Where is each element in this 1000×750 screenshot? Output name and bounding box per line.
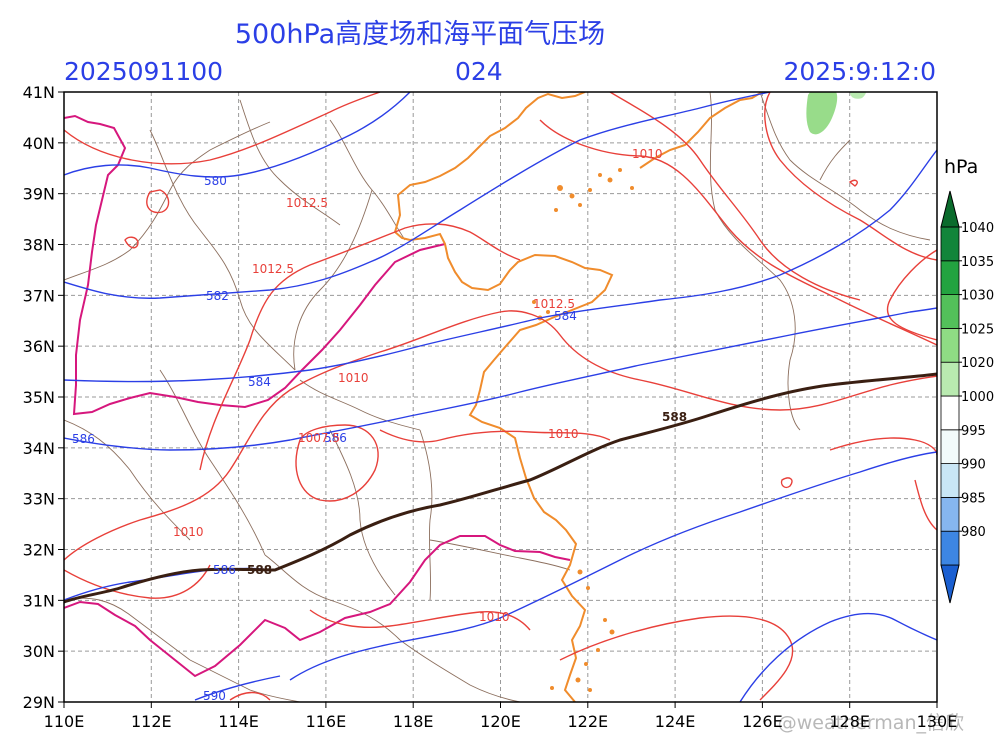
latitude-axis: 29N 30N 31N 32N 33N 34N 35N 36N 37N 38N 39N 40N 41N bbox=[23, 83, 64, 712]
label-1012-5b: 1012.5 bbox=[252, 262, 294, 276]
colorbar-box bbox=[940, 226, 960, 262]
province-boundaries bbox=[64, 92, 931, 702]
lat-label-33N: 33N bbox=[23, 490, 55, 509]
label-1012-5c: 1012.5 bbox=[533, 297, 575, 311]
label-580: 580 bbox=[204, 174, 227, 188]
colorbar-box bbox=[940, 395, 960, 431]
label-1010c: 1010 bbox=[173, 525, 204, 539]
lat-label-41N: 41N bbox=[23, 83, 55, 102]
lat-label-38N: 38N bbox=[23, 236, 55, 255]
lat-label-39N: 39N bbox=[23, 185, 55, 204]
colorbar-box bbox=[940, 361, 960, 397]
lat-label-29N: 29N bbox=[23, 693, 55, 712]
lon-label-118E: 118E bbox=[393, 712, 434, 731]
colorbar-label-1020: 1020 bbox=[961, 356, 994, 371]
lon-label-120E: 120E bbox=[480, 712, 521, 731]
valid-time: 2025:9:12:0 bbox=[783, 57, 936, 86]
colorbar-label-1040: 1040 bbox=[961, 221, 994, 236]
lon-label-116E: 116E bbox=[306, 712, 347, 731]
colorbar-triangle-low bbox=[940, 564, 960, 604]
colorbar-label-980: 980 bbox=[961, 525, 986, 540]
lat-label-34N: 34N bbox=[23, 439, 55, 458]
colorbar-box bbox=[940, 260, 960, 295]
shading-1020 bbox=[806, 92, 838, 135]
lon-label-112E: 112E bbox=[131, 712, 172, 731]
colorbar-label-995: 995 bbox=[961, 424, 986, 439]
lon-label-128E: 128E bbox=[829, 712, 870, 731]
label-1010d: 1010 bbox=[479, 610, 510, 624]
forecast-hour: 024 bbox=[455, 57, 503, 86]
lat-label-30N: 30N bbox=[23, 642, 55, 661]
lat-label-32N: 32N bbox=[23, 541, 55, 560]
label-1010e: 1010 bbox=[632, 147, 663, 161]
label-590: 590 bbox=[203, 689, 226, 703]
islands bbox=[532, 168, 634, 692]
region-boundary-south bbox=[64, 535, 571, 678]
colorbar-box bbox=[940, 294, 960, 329]
label-588a: 588 bbox=[247, 563, 272, 577]
lat-label-31N: 31N bbox=[23, 591, 55, 610]
coastline-korea bbox=[639, 92, 763, 169]
contour-labels: 580 582 584 584 586 586 586 588 588 590 … bbox=[72, 147, 687, 703]
height-contour-588 bbox=[64, 372, 937, 604]
label-1010b: 1010 bbox=[548, 427, 579, 441]
init-time: 2025091100 bbox=[64, 57, 224, 86]
lat-label-36N: 36N bbox=[23, 337, 55, 356]
label-1007-5: 1007.5 bbox=[298, 431, 340, 445]
map-title: 500hPa高度场和海平面气压场 bbox=[234, 19, 606, 50]
colorbar-label-1025: 1025 bbox=[961, 322, 994, 337]
coastline bbox=[394, 231, 614, 702]
lat-label-37N: 37N bbox=[23, 286, 55, 305]
label-586a: 586 bbox=[72, 432, 95, 446]
colorbar-box bbox=[940, 530, 960, 566]
colorbar-box bbox=[940, 327, 960, 363]
colorbar: 980 985 990 995 1000 1020 1025 1030 1035 1040 bbox=[940, 190, 994, 604]
lon-label-126E: 126E bbox=[742, 712, 783, 731]
height-contours bbox=[64, 92, 937, 702]
lon-label-110E: 110E bbox=[44, 712, 85, 731]
label-582: 582 bbox=[206, 289, 229, 303]
lon-label-114E: 114E bbox=[218, 712, 259, 731]
shading-1020-small bbox=[850, 92, 866, 99]
colorbar-label-1000: 1000 bbox=[961, 390, 994, 405]
label-1012-5a: 1012.5 bbox=[286, 196, 328, 210]
label-586c: 586 bbox=[213, 563, 236, 577]
coastline-bohai bbox=[394, 92, 586, 233]
colorbar-label-1030: 1030 bbox=[961, 289, 994, 304]
label-1010a: 1010 bbox=[338, 371, 369, 385]
colorbar-box bbox=[940, 429, 960, 464]
longitude-axis: 110E 112E 114E 116E 118E 120E 122E 124E 126E 128E… bbox=[44, 702, 958, 731]
colorbar-triangle-high bbox=[940, 190, 960, 228]
label-588b: 588 bbox=[662, 410, 687, 424]
colorbar-label-990: 990 bbox=[961, 458, 986, 473]
pressure-contours bbox=[64, 92, 937, 701]
label-584a: 584 bbox=[248, 375, 271, 389]
lon-label-130E: 130E bbox=[917, 712, 958, 731]
colorbar-unit: hPa bbox=[944, 156, 979, 178]
label-586b: 586 bbox=[324, 431, 347, 445]
lat-label-40N: 40N bbox=[23, 134, 55, 153]
lon-label-124E: 124E bbox=[655, 712, 696, 731]
lat-label-35N: 35N bbox=[23, 388, 55, 407]
label-584b: 584 bbox=[554, 309, 577, 323]
lon-label-122E: 122E bbox=[567, 712, 608, 731]
colorbar-label-1035: 1035 bbox=[961, 255, 994, 270]
watermark: @weatherman_信欣 bbox=[777, 712, 964, 734]
region-boundary bbox=[64, 114, 446, 416]
colorbar-label-985: 985 bbox=[961, 491, 986, 506]
colorbar-box bbox=[940, 463, 960, 498]
colorbar-box bbox=[940, 496, 960, 532]
